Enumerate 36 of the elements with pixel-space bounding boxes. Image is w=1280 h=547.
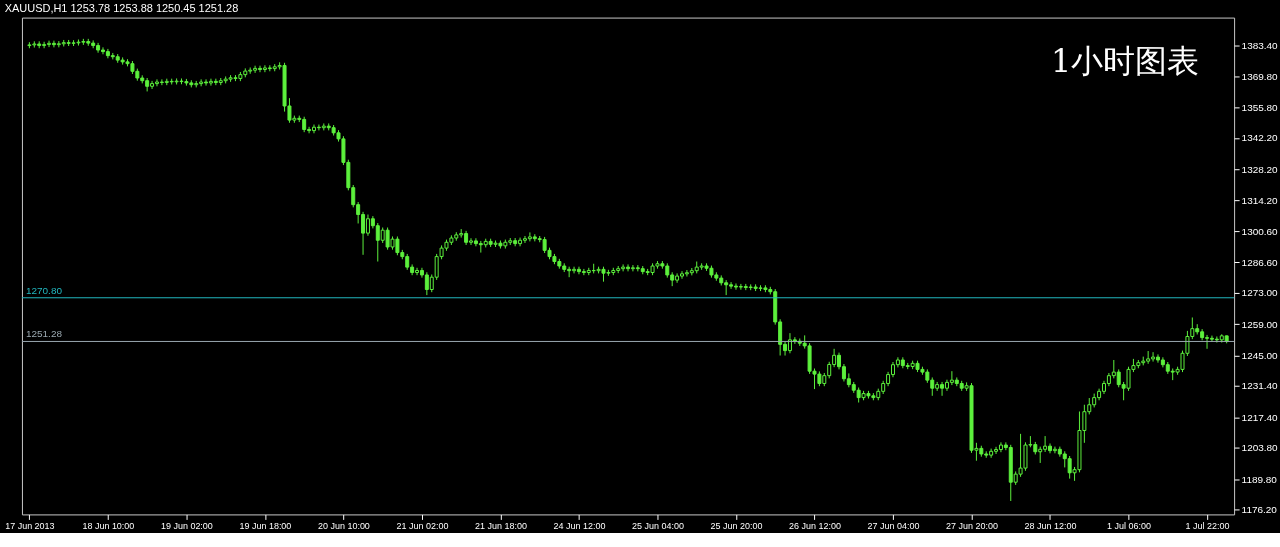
- x-tick-label: 27 Jun 20:00: [946, 520, 998, 531]
- y-tick-label: 1355.80: [1241, 102, 1279, 114]
- y-tick-label: 1286.60: [1241, 256, 1279, 268]
- x-tick-label: 26 Jun 12:00: [789, 520, 841, 531]
- x-tick-label: 19 Jun 02:00: [160, 520, 213, 531]
- y-tick-label: 1273.00: [1241, 287, 1279, 299]
- y-tick-label: 1369.80: [1241, 70, 1279, 82]
- y-tick-label: 1231.40: [1241, 380, 1279, 392]
- x-tick-label: 20 Jun 10:00: [317, 520, 370, 531]
- x-tick-label: 27 Jun 04:00: [867, 520, 920, 531]
- y-tick-label: 1300.60: [1241, 225, 1279, 237]
- y-tick-label: 1342.20: [1241, 132, 1279, 144]
- x-tick-label: 24 Jun 12:00: [553, 520, 606, 531]
- y-tick-label: 1176.20: [1241, 503, 1278, 515]
- y-tick-label: 1245.00: [1241, 350, 1279, 362]
- x-tick-label: 25 Jun 04:00: [632, 520, 684, 531]
- x-tick-label: 21 Jun 02:00: [396, 520, 449, 531]
- y-tick-label: 1259.00: [1241, 318, 1279, 330]
- y-tick-label: 1189.80: [1241, 473, 1278, 485]
- ref-line-label: 1270.80: [25, 284, 63, 296]
- x-tick-label: 28 Jun 12:00: [1024, 520, 1077, 531]
- y-tick-label: 1314.20: [1241, 195, 1279, 207]
- x-tick-label: 19 Jun 18:00: [239, 520, 292, 531]
- x-tick-label: 1 Jul 22:00: [1185, 520, 1230, 531]
- y-tick-label: 1383.40: [1241, 40, 1279, 52]
- chart-title: XAUUSD,H1 1253.78 1253.88 1250.45 1251.28: [4, 1, 239, 14]
- x-tick-label: 25 Jun 20:00: [710, 520, 763, 531]
- y-tick-label: 1203.80: [1241, 442, 1279, 454]
- x-tick-label: 1 Jul 06:00: [1107, 520, 1151, 531]
- x-tick-label: 17 Jun 2013: [5, 520, 55, 531]
- x-tick-label: 21 Jun 18:00: [475, 520, 527, 531]
- y-tick-label: 1328.20: [1241, 163, 1279, 175]
- x-tick-label: 18 Jun 10:00: [82, 520, 135, 531]
- y-tick-label: 1217.40: [1241, 411, 1279, 423]
- annotation: 1小时图表: [1050, 42, 1200, 81]
- ref-line-label: 1251.28: [25, 328, 63, 340]
